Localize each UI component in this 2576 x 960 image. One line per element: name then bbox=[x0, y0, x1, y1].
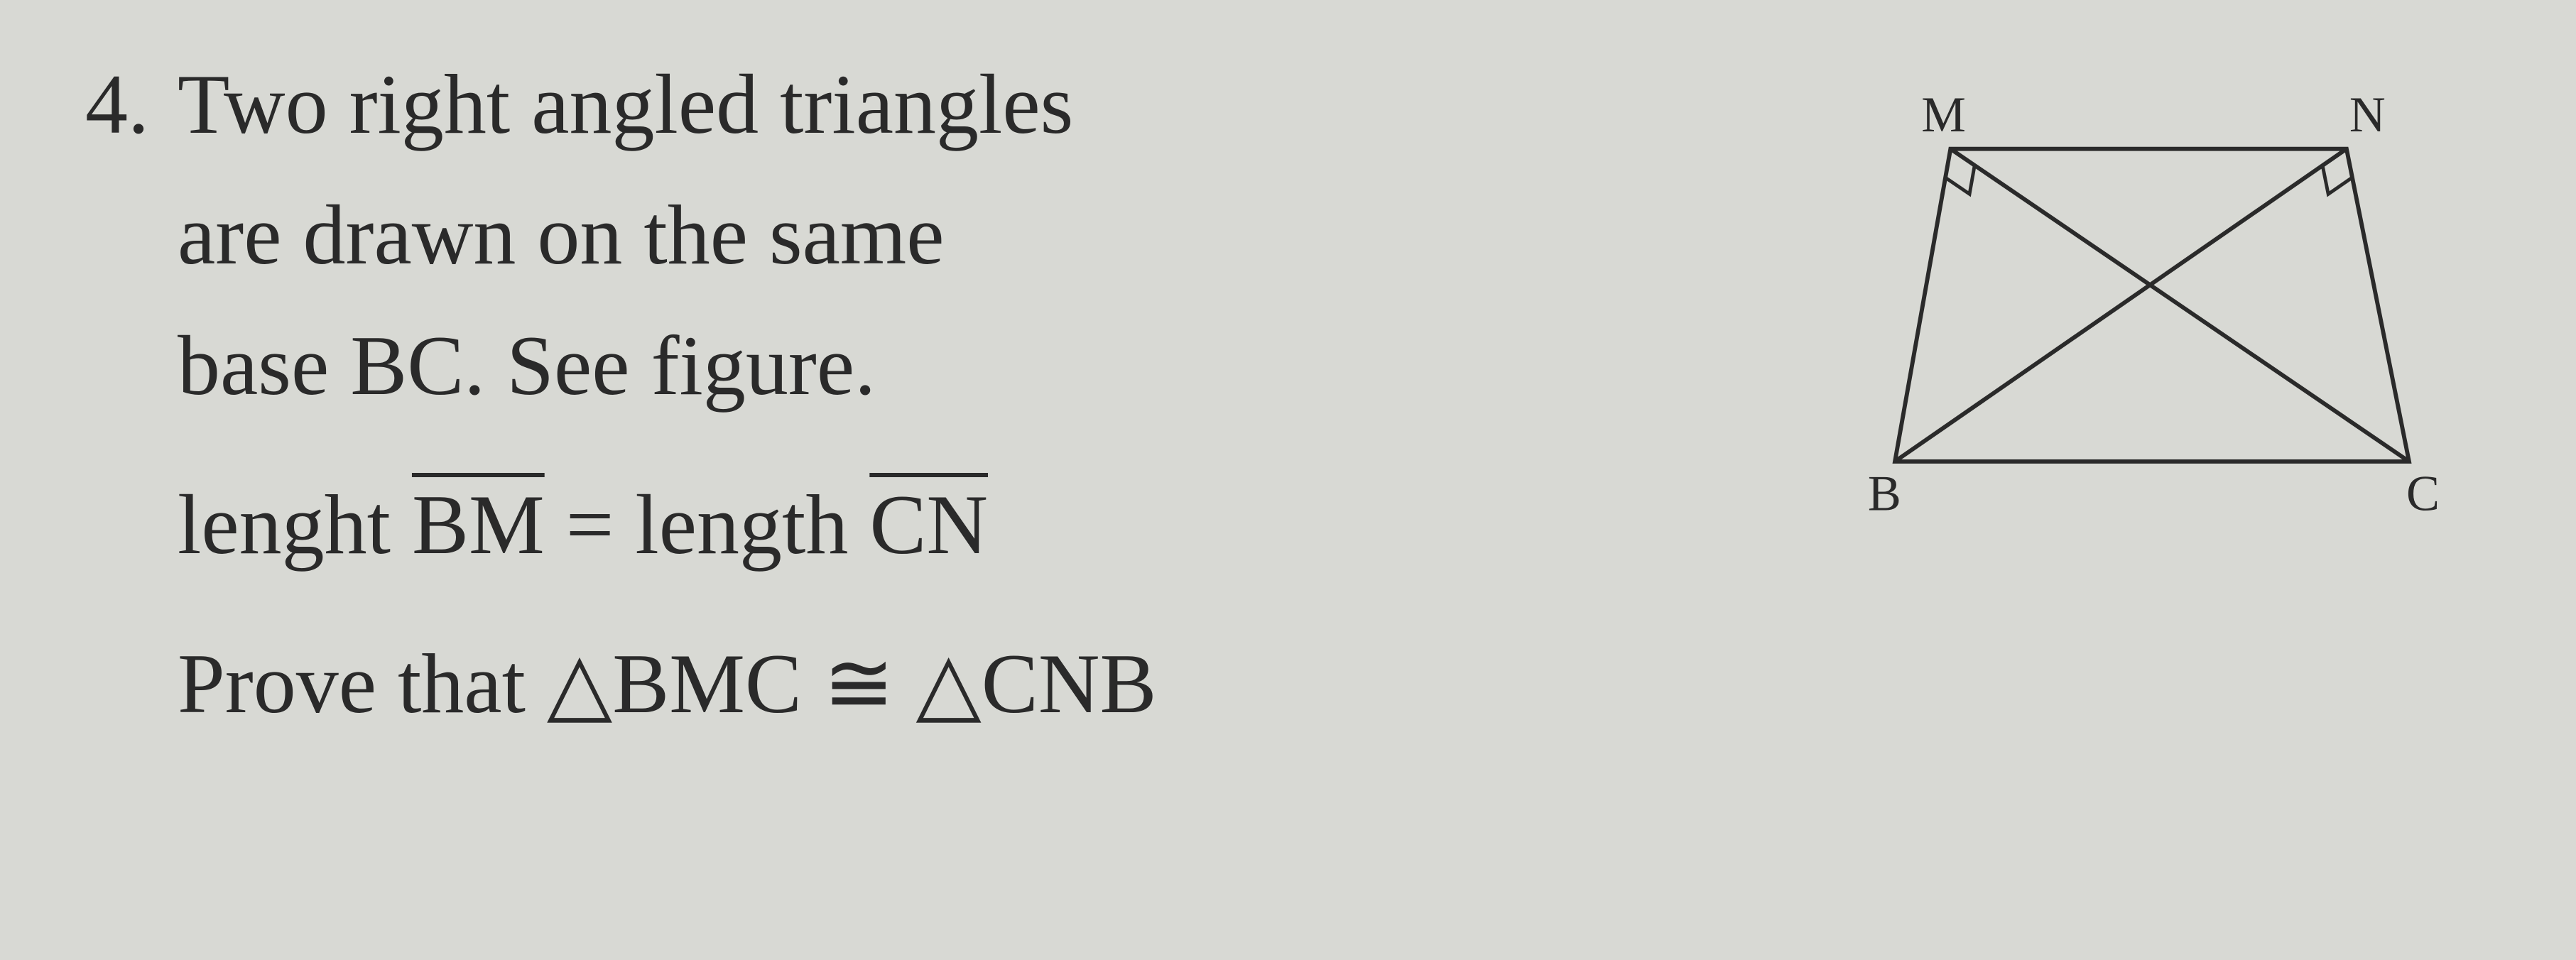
question-text-column: 4. Two right angled triangles are drawn … bbox=[85, 43, 1790, 753]
spacer bbox=[178, 435, 1157, 463]
right-angle-mark-m bbox=[1945, 165, 1974, 194]
page: 4. Two right angled triangles are drawn … bbox=[0, 0, 2576, 960]
question-block: 4. Two right angled triangles are drawn … bbox=[85, 43, 1790, 753]
figure-label-n: N bbox=[2349, 87, 2386, 143]
figure-column: M N B C bbox=[1832, 43, 2472, 547]
segment-cn: CN bbox=[869, 477, 988, 572]
right-angle-mark-n bbox=[2322, 165, 2352, 194]
figure-label-c: C bbox=[2406, 466, 2440, 521]
question-line-2: are drawn on the same bbox=[178, 173, 1157, 297]
diagonal-mc bbox=[1950, 149, 2409, 462]
diagonal-nb bbox=[1895, 149, 2347, 462]
triangle-cnb: △CNB bbox=[916, 636, 1157, 731]
triangle-bmc: △BMC bbox=[547, 636, 802, 731]
question-body: Two right angled triangles are drawn on … bbox=[178, 43, 1157, 753]
figure-label-b: B bbox=[1868, 466, 1901, 521]
figure-label-m: M bbox=[1921, 87, 1966, 143]
question-line-4: lenght BM = length CN bbox=[178, 463, 1157, 587]
figure-outline bbox=[1895, 149, 2409, 462]
line4-pre: lenght bbox=[178, 477, 412, 572]
question-line-1: Two right angled triangles bbox=[178, 43, 1157, 166]
triangles-figure: M N B C bbox=[1832, 50, 2472, 547]
spacer bbox=[178, 594, 1157, 622]
question-line-3: base BC. See figure. bbox=[178, 304, 1157, 427]
question-number: 4. bbox=[85, 43, 149, 166]
content-row: 4. Two right angled triangles are drawn … bbox=[85, 43, 2519, 753]
segment-bm: BM bbox=[412, 477, 545, 572]
question-line-5: Prove that △BMC ≅ △CNB bbox=[178, 622, 1157, 746]
line5-pre: Prove that bbox=[178, 636, 547, 731]
congruent-symbol: ≅ bbox=[802, 636, 916, 731]
line4-mid: = length bbox=[545, 477, 870, 572]
